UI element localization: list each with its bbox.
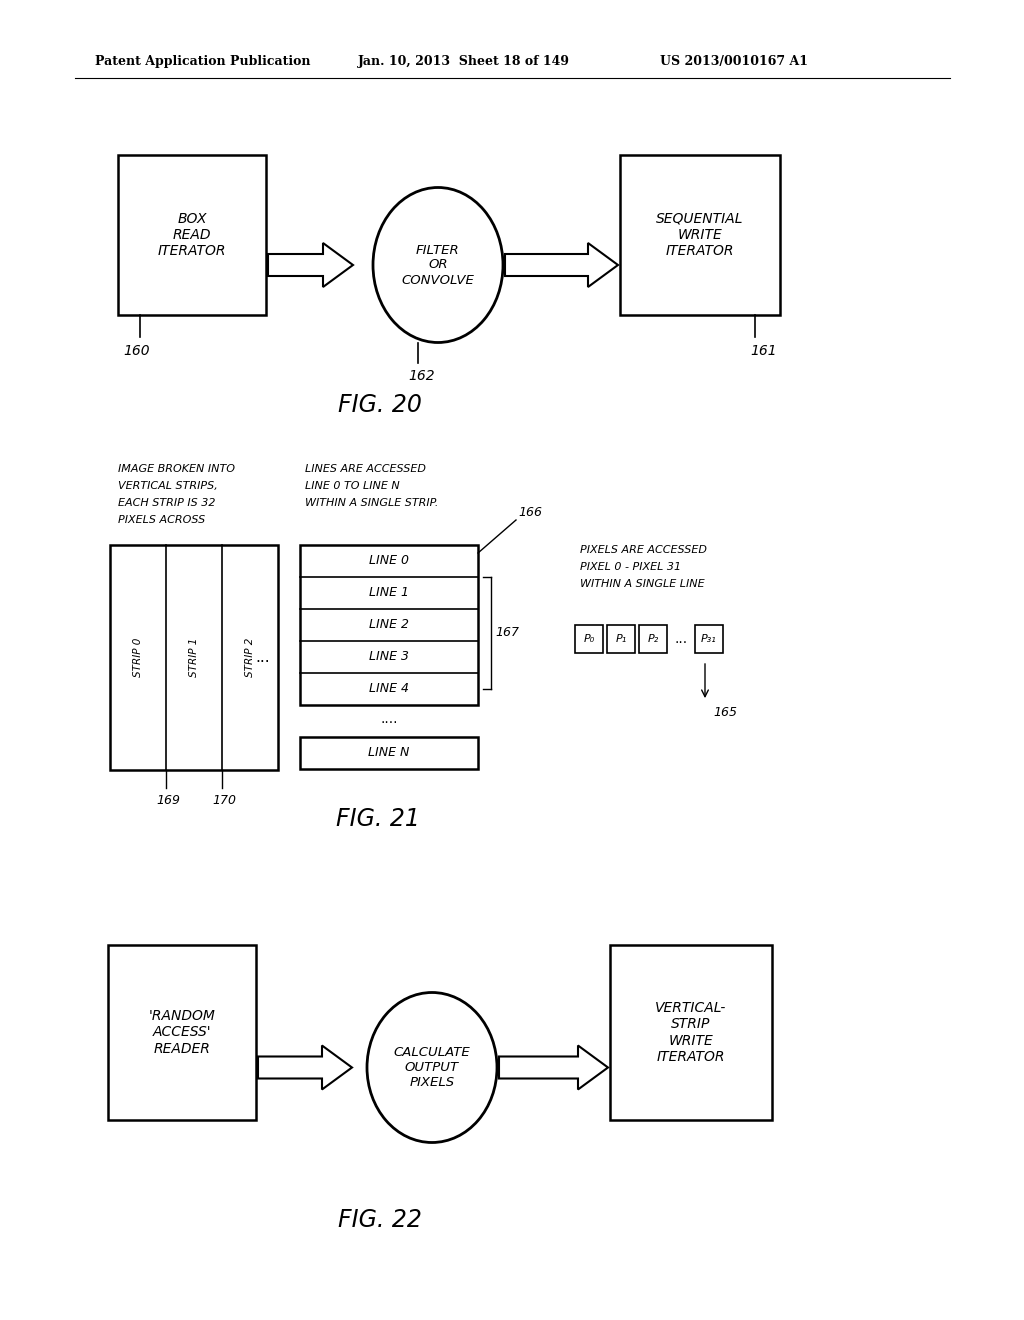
Text: 162: 162	[408, 370, 434, 384]
Text: P₃₁: P₃₁	[701, 634, 717, 644]
Text: 161: 161	[750, 345, 776, 358]
Text: LINE 2: LINE 2	[369, 619, 409, 631]
Text: LINE 1: LINE 1	[369, 586, 409, 599]
Text: EACH STRIP IS 32: EACH STRIP IS 32	[118, 498, 215, 508]
Text: 169: 169	[156, 793, 180, 807]
Text: FIG. 22: FIG. 22	[338, 1208, 422, 1232]
Text: STRIP 1: STRIP 1	[189, 638, 199, 677]
Text: CALCULATE
OUTPUT
PIXELS: CALCULATE OUTPUT PIXELS	[393, 1045, 470, 1089]
Text: LINE N: LINE N	[369, 747, 410, 759]
Text: WITHIN A SINGLE STRIP.: WITHIN A SINGLE STRIP.	[305, 498, 438, 508]
Text: PIXELS ARE ACCESSED: PIXELS ARE ACCESSED	[580, 545, 707, 554]
FancyBboxPatch shape	[300, 545, 478, 705]
Text: FIG. 20: FIG. 20	[338, 393, 422, 417]
FancyBboxPatch shape	[110, 545, 278, 770]
FancyBboxPatch shape	[108, 945, 256, 1119]
FancyBboxPatch shape	[118, 154, 266, 315]
Text: Patent Application Publication: Patent Application Publication	[95, 55, 310, 69]
Text: LINE 4: LINE 4	[369, 682, 409, 696]
FancyBboxPatch shape	[620, 154, 780, 315]
Polygon shape	[499, 1045, 608, 1089]
Text: FILTER
OR
CONVOLVE: FILTER OR CONVOLVE	[401, 243, 474, 286]
Text: P₂: P₂	[647, 634, 658, 644]
Text: 'RANDOM
ACCESS'
READER: 'RANDOM ACCESS' READER	[148, 1010, 215, 1056]
Text: LINES ARE ACCESSED: LINES ARE ACCESSED	[305, 465, 426, 474]
Text: BOX
READ
ITERATOR: BOX READ ITERATOR	[158, 211, 226, 259]
Text: SEQUENTIAL
WRITE
ITERATOR: SEQUENTIAL WRITE ITERATOR	[656, 211, 743, 259]
Text: P₁: P₁	[615, 634, 627, 644]
FancyBboxPatch shape	[695, 624, 723, 653]
Text: LINE 0 TO LINE N: LINE 0 TO LINE N	[305, 480, 399, 491]
Text: IMAGE BROKEN INTO: IMAGE BROKEN INTO	[118, 465, 234, 474]
FancyBboxPatch shape	[607, 624, 635, 653]
Polygon shape	[268, 243, 353, 286]
FancyBboxPatch shape	[300, 737, 478, 770]
Text: VERTICAL-
STRIP
WRITE
ITERATOR: VERTICAL- STRIP WRITE ITERATOR	[655, 1001, 727, 1064]
Text: VERTICAL STRIPS,: VERTICAL STRIPS,	[118, 480, 218, 491]
Ellipse shape	[373, 187, 503, 342]
Text: FIG. 21: FIG. 21	[336, 807, 420, 832]
Text: ...: ...	[675, 632, 687, 645]
Text: 160: 160	[123, 345, 150, 358]
FancyBboxPatch shape	[575, 624, 603, 653]
Ellipse shape	[367, 993, 497, 1143]
Text: WITHIN A SINGLE LINE: WITHIN A SINGLE LINE	[580, 579, 705, 589]
Polygon shape	[258, 1045, 352, 1089]
Text: 166: 166	[518, 507, 542, 520]
Text: 165: 165	[713, 706, 737, 719]
Polygon shape	[505, 243, 618, 286]
FancyBboxPatch shape	[639, 624, 667, 653]
Text: 170: 170	[212, 793, 236, 807]
Text: STRIP 2: STRIP 2	[245, 638, 255, 677]
Text: STRIP 0: STRIP 0	[133, 638, 143, 677]
Text: Jan. 10, 2013  Sheet 18 of 149: Jan. 10, 2013 Sheet 18 of 149	[358, 55, 570, 69]
Text: PIXEL 0 - PIXEL 31: PIXEL 0 - PIXEL 31	[580, 562, 681, 572]
Text: ....: ....	[380, 711, 397, 726]
FancyBboxPatch shape	[610, 945, 772, 1119]
Text: P₀: P₀	[584, 634, 595, 644]
Text: LINE 3: LINE 3	[369, 651, 409, 664]
Text: LINE 0: LINE 0	[369, 554, 409, 568]
Text: PIXELS ACROSS: PIXELS ACROSS	[118, 515, 205, 525]
Text: 167: 167	[495, 627, 519, 639]
Text: US 2013/0010167 A1: US 2013/0010167 A1	[660, 55, 808, 69]
Text: ...: ...	[256, 649, 270, 665]
